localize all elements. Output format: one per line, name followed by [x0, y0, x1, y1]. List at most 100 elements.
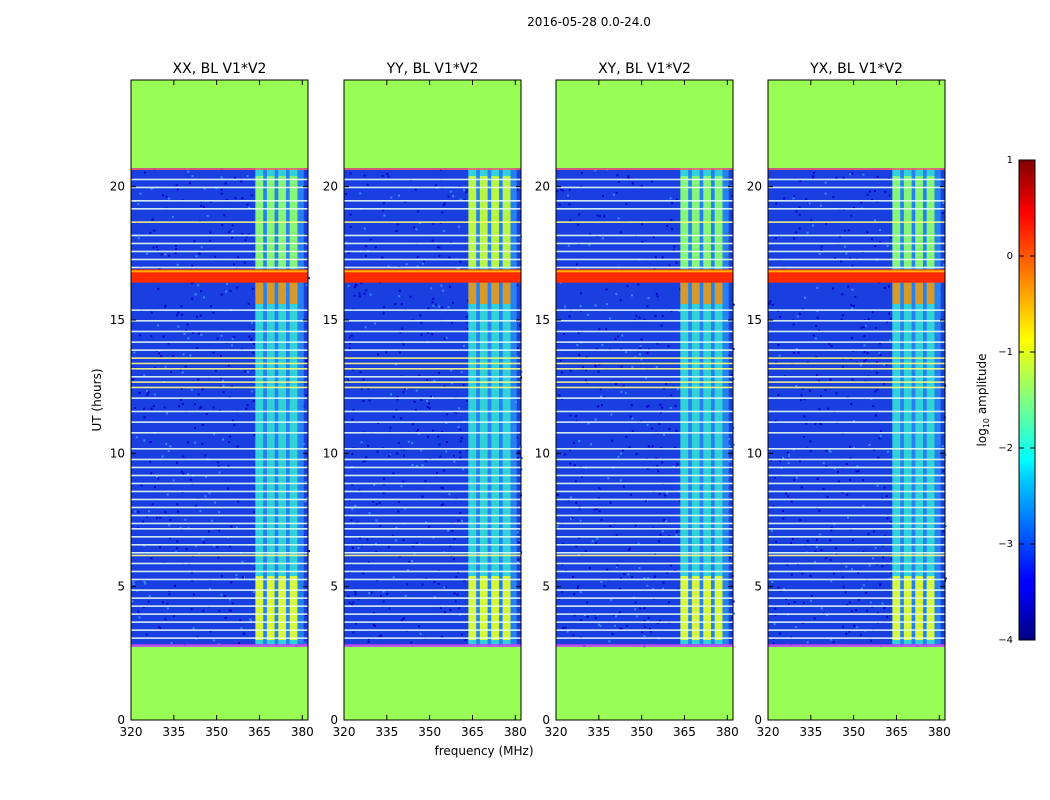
flagged-row — [768, 514, 945, 517]
flagged-row — [344, 474, 521, 477]
flagged-row — [556, 514, 733, 517]
flagged-row — [768, 490, 945, 493]
rfi-strong-segment — [892, 576, 901, 640]
flagged-row — [131, 242, 308, 245]
flagged-row — [131, 381, 308, 383]
flagged-row — [344, 320, 521, 322]
edge-row — [344, 644, 521, 647]
flagged-row — [768, 544, 945, 546]
masked-region — [556, 80, 733, 168]
flagged-row — [768, 498, 945, 501]
edge-row — [768, 644, 945, 647]
x-tick-label: 380 — [716, 725, 739, 739]
flagged-row — [131, 320, 308, 322]
y-tick-label: 15 — [747, 313, 762, 327]
flagged-row — [556, 589, 733, 591]
rfi-column — [266, 168, 275, 646]
flagged-row — [131, 386, 308, 389]
flagged-row — [768, 242, 945, 245]
flagged-row — [768, 376, 945, 378]
flagged-row — [556, 466, 733, 469]
rfi-column — [691, 168, 700, 646]
flagged-row — [556, 242, 733, 245]
flagged-row — [344, 432, 521, 434]
rfi-column — [903, 168, 912, 646]
flagged-row — [768, 320, 945, 322]
rfi-column — [714, 168, 723, 646]
y-tick-label: 0 — [117, 713, 125, 727]
rfi-column — [491, 168, 500, 646]
rfi-strong-segment — [255, 280, 264, 304]
flagged-row — [344, 381, 521, 383]
flagged-row — [344, 544, 521, 546]
flagged-row — [131, 578, 308, 581]
flagged-row — [344, 506, 521, 509]
flagged-row — [344, 386, 521, 389]
flagged-row — [768, 330, 945, 333]
flagged-row — [131, 250, 308, 253]
rfi-strong-segment — [680, 280, 689, 304]
flagged-row — [344, 448, 521, 450]
flagged-row — [556, 330, 733, 333]
rfi-column — [926, 168, 935, 646]
flagged-row — [344, 330, 521, 333]
rfi-strong-segment — [680, 576, 689, 640]
x-tick-label: 380 — [291, 725, 314, 739]
rfi-column — [479, 168, 488, 646]
edge-row — [131, 644, 308, 647]
flagged-row — [768, 629, 945, 631]
edge-row — [768, 168, 945, 170]
flagged-row — [556, 536, 733, 538]
rfi-strong-segment — [915, 280, 924, 304]
rfi-strong-segment — [703, 576, 712, 640]
flagged-row — [768, 341, 945, 343]
flagged-row — [556, 208, 733, 210]
flagged-row — [131, 621, 308, 623]
flagged-row — [556, 357, 733, 359]
panel-title: YY, BL V1*V2 — [386, 61, 479, 77]
rfi-strong-segment — [491, 576, 500, 640]
flagged-row — [344, 357, 521, 359]
rfi-column — [502, 168, 511, 646]
y-tick-label: 5 — [330, 580, 338, 594]
flagged-row — [131, 309, 308, 311]
flagged-row — [556, 498, 733, 501]
flagged-row — [556, 637, 733, 639]
flagged-row — [768, 597, 945, 599]
flagged-row — [768, 458, 945, 461]
y-tick-label: 20 — [323, 180, 338, 194]
rfi-strong-segment — [502, 280, 511, 304]
flagged-row — [344, 368, 521, 370]
flagged-row — [344, 562, 521, 565]
panel-xx: XX, BL V1*V2 320 335 350 365 380 0 5 10 15 20 — [110, 61, 314, 739]
flagged-row — [131, 629, 308, 631]
flagged-row — [768, 448, 945, 450]
rfi-strong-segment — [502, 576, 511, 640]
flagged-row — [768, 234, 945, 237]
figure-title: 2016-05-28 0.0-24.0 — [527, 15, 651, 29]
x-tick-label: 335 — [375, 725, 398, 739]
y-tick-label: 5 — [117, 580, 125, 594]
flagged-row — [344, 221, 521, 223]
flagged-row — [131, 421, 308, 423]
flagged-row — [131, 432, 308, 434]
rfi-column — [255, 168, 264, 646]
flagged-row — [131, 376, 308, 378]
panel-yx: YX, BL V1*V2 320 335 350 365 380 0 5 10 15 20 — [747, 61, 951, 739]
rfi-column — [468, 168, 477, 646]
flagged-row — [131, 554, 308, 557]
flagged-row — [556, 234, 733, 237]
flagged-row — [768, 552, 945, 554]
flagged-row — [131, 506, 308, 509]
rfi-strong-segment — [703, 280, 712, 304]
flagged-row — [768, 589, 945, 591]
rfi-strong-segment — [468, 280, 477, 304]
flagged-row — [131, 637, 308, 639]
x-tick-label: 365 — [248, 725, 271, 739]
flagged-row — [344, 570, 521, 573]
flagged-row — [556, 448, 733, 450]
rfi-strong-segment — [468, 576, 477, 640]
rfi-strong-segment — [278, 576, 287, 640]
panel-frame — [343, 79, 522, 721]
